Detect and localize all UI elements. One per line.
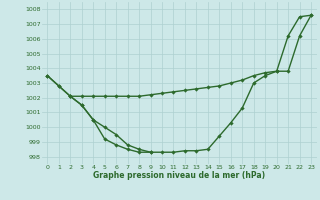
- X-axis label: Graphe pression niveau de la mer (hPa): Graphe pression niveau de la mer (hPa): [93, 171, 265, 180]
